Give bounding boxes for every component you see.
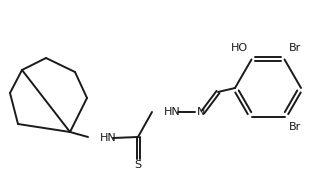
Text: Br: Br <box>288 43 301 53</box>
Text: Br: Br <box>288 122 301 132</box>
Text: HN: HN <box>100 133 117 143</box>
Text: N: N <box>197 107 205 117</box>
Text: HN: HN <box>164 107 181 117</box>
Text: HO: HO <box>231 43 248 53</box>
Text: S: S <box>134 160 142 170</box>
